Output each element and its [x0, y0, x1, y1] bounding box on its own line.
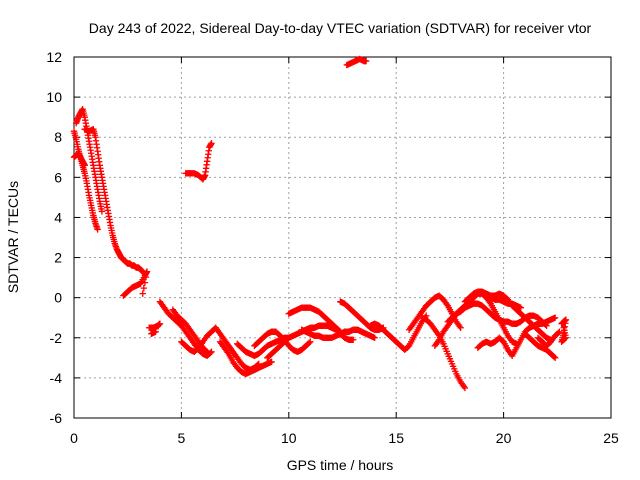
x-axis-label: GPS time / hours	[287, 457, 394, 473]
data-point	[551, 354, 559, 362]
data-point	[152, 328, 159, 335]
grid	[74, 57, 611, 418]
y-tick-label: -2	[50, 330, 63, 346]
y-tick-label: 12	[46, 49, 62, 65]
data-point	[306, 339, 313, 346]
data-point	[551, 314, 559, 321]
series-arc-26	[487, 294, 524, 311]
series-arc-20	[405, 292, 464, 333]
x-tick-label: 15	[388, 430, 404, 446]
series-arc-10	[182, 140, 215, 183]
series-arc-27	[521, 330, 559, 362]
series-arc-14	[264, 322, 357, 362]
series-arc-4	[70, 150, 88, 169]
series-arc-6	[145, 320, 164, 337]
series-arc-7	[156, 298, 215, 360]
y-tick-label: 0	[54, 290, 62, 306]
data-point	[208, 140, 215, 147]
data-point	[371, 334, 378, 341]
data-point	[457, 324, 464, 331]
x-tick-label: 10	[281, 430, 297, 446]
data-point	[350, 336, 357, 343]
data-point	[140, 284, 148, 292]
x-tick-label: 25	[603, 430, 619, 446]
x-tick-label: 5	[178, 430, 186, 446]
y-tick-label: 8	[54, 129, 62, 145]
series-arc-29	[558, 316, 570, 345]
y-tick-label: -6	[50, 410, 63, 426]
data-point	[94, 226, 101, 233]
data-point	[142, 273, 150, 281]
data-point	[550, 353, 558, 361]
y-tick-label: 4	[54, 209, 62, 225]
plot-frame	[73, 56, 612, 419]
axis-ticks: 0 5 10 15 20 25 -6 -4 -2 0 2 4 6 8 10 12	[46, 49, 619, 446]
series-arc-11	[216, 338, 275, 378]
data-point	[203, 348, 211, 356]
data-point	[556, 328, 563, 335]
series-arc-23	[444, 300, 550, 329]
data-point	[141, 279, 149, 286]
data-point	[268, 358, 275, 366]
y-tick-label: 2	[54, 250, 62, 266]
data-point	[143, 268, 151, 275]
x-tick-label: 0	[70, 430, 78, 446]
data-point	[139, 290, 146, 297]
data-point	[461, 384, 469, 392]
data-point	[81, 162, 88, 169]
series-arc-13	[251, 328, 314, 356]
series-arc-28	[534, 328, 563, 349]
y-tick-label: -4	[50, 370, 63, 386]
data-marks	[70, 55, 570, 392]
y-axis-label: SDTVAR / TECUs	[5, 181, 21, 293]
series-arc-5	[120, 268, 151, 299]
series-arc-15	[285, 304, 344, 335]
data-point	[307, 338, 314, 345]
data-point	[98, 208, 106, 215]
x-tick-label: 20	[496, 430, 512, 446]
series-arc-3	[81, 126, 146, 275]
series-arc-18	[343, 55, 370, 69]
data-point	[207, 349, 214, 357]
data-point	[202, 347, 210, 355]
series-arc-16	[298, 326, 378, 341]
data-point	[517, 304, 524, 311]
data-point	[362, 57, 370, 65]
data-point	[560, 324, 567, 331]
y-tick-label: 10	[46, 89, 62, 105]
data-point	[555, 329, 562, 336]
chart-title: Day 243 of 2022, Sidereal Day-to-day VTE…	[89, 20, 592, 36]
y-tick-label: 6	[54, 169, 62, 185]
series-arc-2	[72, 105, 106, 215]
series-arc-19	[367, 312, 430, 354]
